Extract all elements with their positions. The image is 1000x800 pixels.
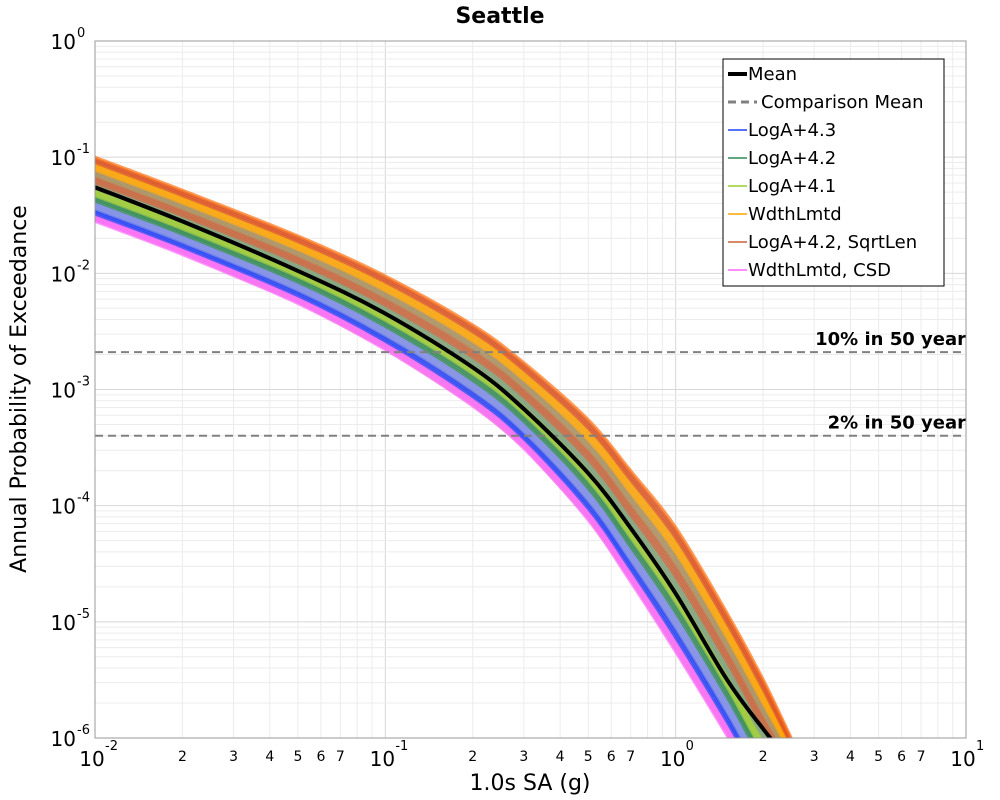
branch-curve bbox=[95, 166, 786, 738]
y-tick-exponent: -3 bbox=[77, 375, 90, 390]
branch-curve bbox=[95, 207, 744, 738]
x-minor-tick-label: 5 bbox=[293, 749, 302, 765]
x-tick-exponent: -1 bbox=[395, 739, 408, 754]
legend: Mean Comparison Mean LogA+4.3 LogA+4.2 LogA+… bbox=[722, 58, 945, 287]
x-tick-label: 10 bbox=[950, 747, 975, 771]
y-tick-exponent: -4 bbox=[77, 491, 90, 506]
x-minor-tick-label: 2 bbox=[468, 749, 477, 765]
branch-curve bbox=[95, 163, 789, 738]
y-axis-label: Annual Probability of Exceedance bbox=[7, 205, 32, 573]
y-tick-exponent: -6 bbox=[77, 723, 90, 738]
x-axis-label: 1.0s SA (g) bbox=[470, 771, 591, 796]
legend-label: Mean bbox=[748, 64, 797, 85]
branch-curve bbox=[95, 216, 734, 738]
branch-curve bbox=[95, 179, 774, 738]
legend-label: LogA+4.2, SqrtLen bbox=[748, 232, 917, 253]
branch-curve bbox=[95, 218, 733, 738]
x-minor-tick-label: 5 bbox=[584, 749, 593, 765]
x-minor-tick-label: 4 bbox=[556, 749, 565, 765]
reference-line-label: 10% in 50 year bbox=[815, 329, 966, 350]
legend-label: LogA+4.2 bbox=[748, 148, 836, 169]
x-minor-tick-label: 4 bbox=[265, 749, 274, 765]
legend-label: Comparison Mean bbox=[761, 92, 924, 113]
x-minor-tick-label: 4 bbox=[846, 749, 855, 765]
branch-curve bbox=[95, 159, 791, 738]
x-minor-tick-label: 3 bbox=[229, 749, 238, 765]
x-tick-label: 10 bbox=[370, 747, 395, 771]
plot-frame bbox=[94, 40, 967, 739]
branch-curve bbox=[95, 168, 784, 738]
x-minor-tick-label: 7 bbox=[626, 749, 635, 765]
y-tick-label: 10 bbox=[51, 262, 76, 286]
legend-label: WdthLmtd, CSD bbox=[748, 260, 891, 281]
x-minor-tick-label: 7 bbox=[336, 749, 345, 765]
x-minor-tick-label: 2 bbox=[759, 749, 768, 765]
x-minor-tick-label: 6 bbox=[316, 749, 325, 765]
y-tick-exponent: -2 bbox=[77, 258, 90, 273]
branch-curve bbox=[95, 183, 770, 738]
reference-lines: 10% in 50 year 2% in 50 year bbox=[95, 329, 966, 437]
y-tick-label: 10 bbox=[51, 30, 76, 54]
branch-curve bbox=[95, 203, 748, 738]
branch-curve bbox=[95, 174, 780, 738]
branch-curve bbox=[95, 170, 783, 738]
legend-label: LogA+4.3 bbox=[748, 120, 836, 141]
x-tick-exponent: 1 bbox=[976, 739, 984, 754]
series-lines bbox=[95, 185, 773, 738]
branch-curve bbox=[95, 172, 781, 738]
x-minor-tick-label: 7 bbox=[917, 749, 926, 765]
x-minor-tick-label: 3 bbox=[810, 749, 819, 765]
branch-curve bbox=[95, 181, 772, 738]
chart-title: Seattle bbox=[455, 4, 544, 29]
x-minor-tick-label: 5 bbox=[874, 749, 883, 765]
branch-curve bbox=[95, 175, 778, 738]
series-line-mean bbox=[95, 185, 773, 738]
branch-curve bbox=[95, 205, 746, 738]
branch-curve bbox=[95, 194, 758, 738]
branch-curve bbox=[95, 161, 790, 738]
branch-curve bbox=[95, 197, 754, 738]
y-tick-label: 10 bbox=[51, 379, 76, 403]
x-minor-tick-label: 6 bbox=[897, 749, 906, 765]
branch-curve bbox=[95, 157, 792, 738]
branch-curve bbox=[95, 164, 787, 738]
legend-label: LogA+4.1 bbox=[748, 176, 836, 197]
branch-curve bbox=[95, 210, 740, 738]
branch-curve bbox=[95, 201, 750, 738]
y-tick-label: 10 bbox=[51, 611, 76, 635]
x-tick-label: 10 bbox=[79, 747, 104, 771]
x-minor-tick-label: 2 bbox=[178, 749, 187, 765]
branch-curve bbox=[95, 155, 793, 738]
branch-curve bbox=[95, 199, 752, 738]
y-tick-label: 10 bbox=[51, 146, 76, 170]
x-tick-exponent: -2 bbox=[105, 739, 118, 754]
x-minor-tick-label: 3 bbox=[519, 749, 528, 765]
branch-curve bbox=[95, 196, 756, 738]
branch-curve bbox=[95, 208, 742, 738]
x-minor-tick-label: 6 bbox=[607, 749, 616, 765]
x-tick-exponent: 0 bbox=[686, 739, 694, 754]
legend-box bbox=[722, 58, 945, 287]
x-tick-label: 10 bbox=[660, 747, 685, 771]
y-tick-exponent: -5 bbox=[77, 607, 90, 622]
y-tick-exponent: 0 bbox=[77, 26, 85, 41]
grid bbox=[94, 41, 966, 739]
reference-line-label: 2% in 50 year bbox=[828, 413, 966, 434]
branch-curve bbox=[95, 185, 768, 738]
legend-label: WdthLmtd bbox=[748, 204, 842, 225]
y-tick-label: 10 bbox=[51, 495, 76, 519]
branch-curve bbox=[95, 214, 736, 738]
branch-curve bbox=[95, 212, 738, 738]
branch-curve bbox=[95, 177, 776, 738]
y-tick-label: 10 bbox=[51, 727, 76, 751]
y-tick-exponent: -1 bbox=[77, 142, 90, 157]
branch-curve bbox=[95, 219, 730, 738]
